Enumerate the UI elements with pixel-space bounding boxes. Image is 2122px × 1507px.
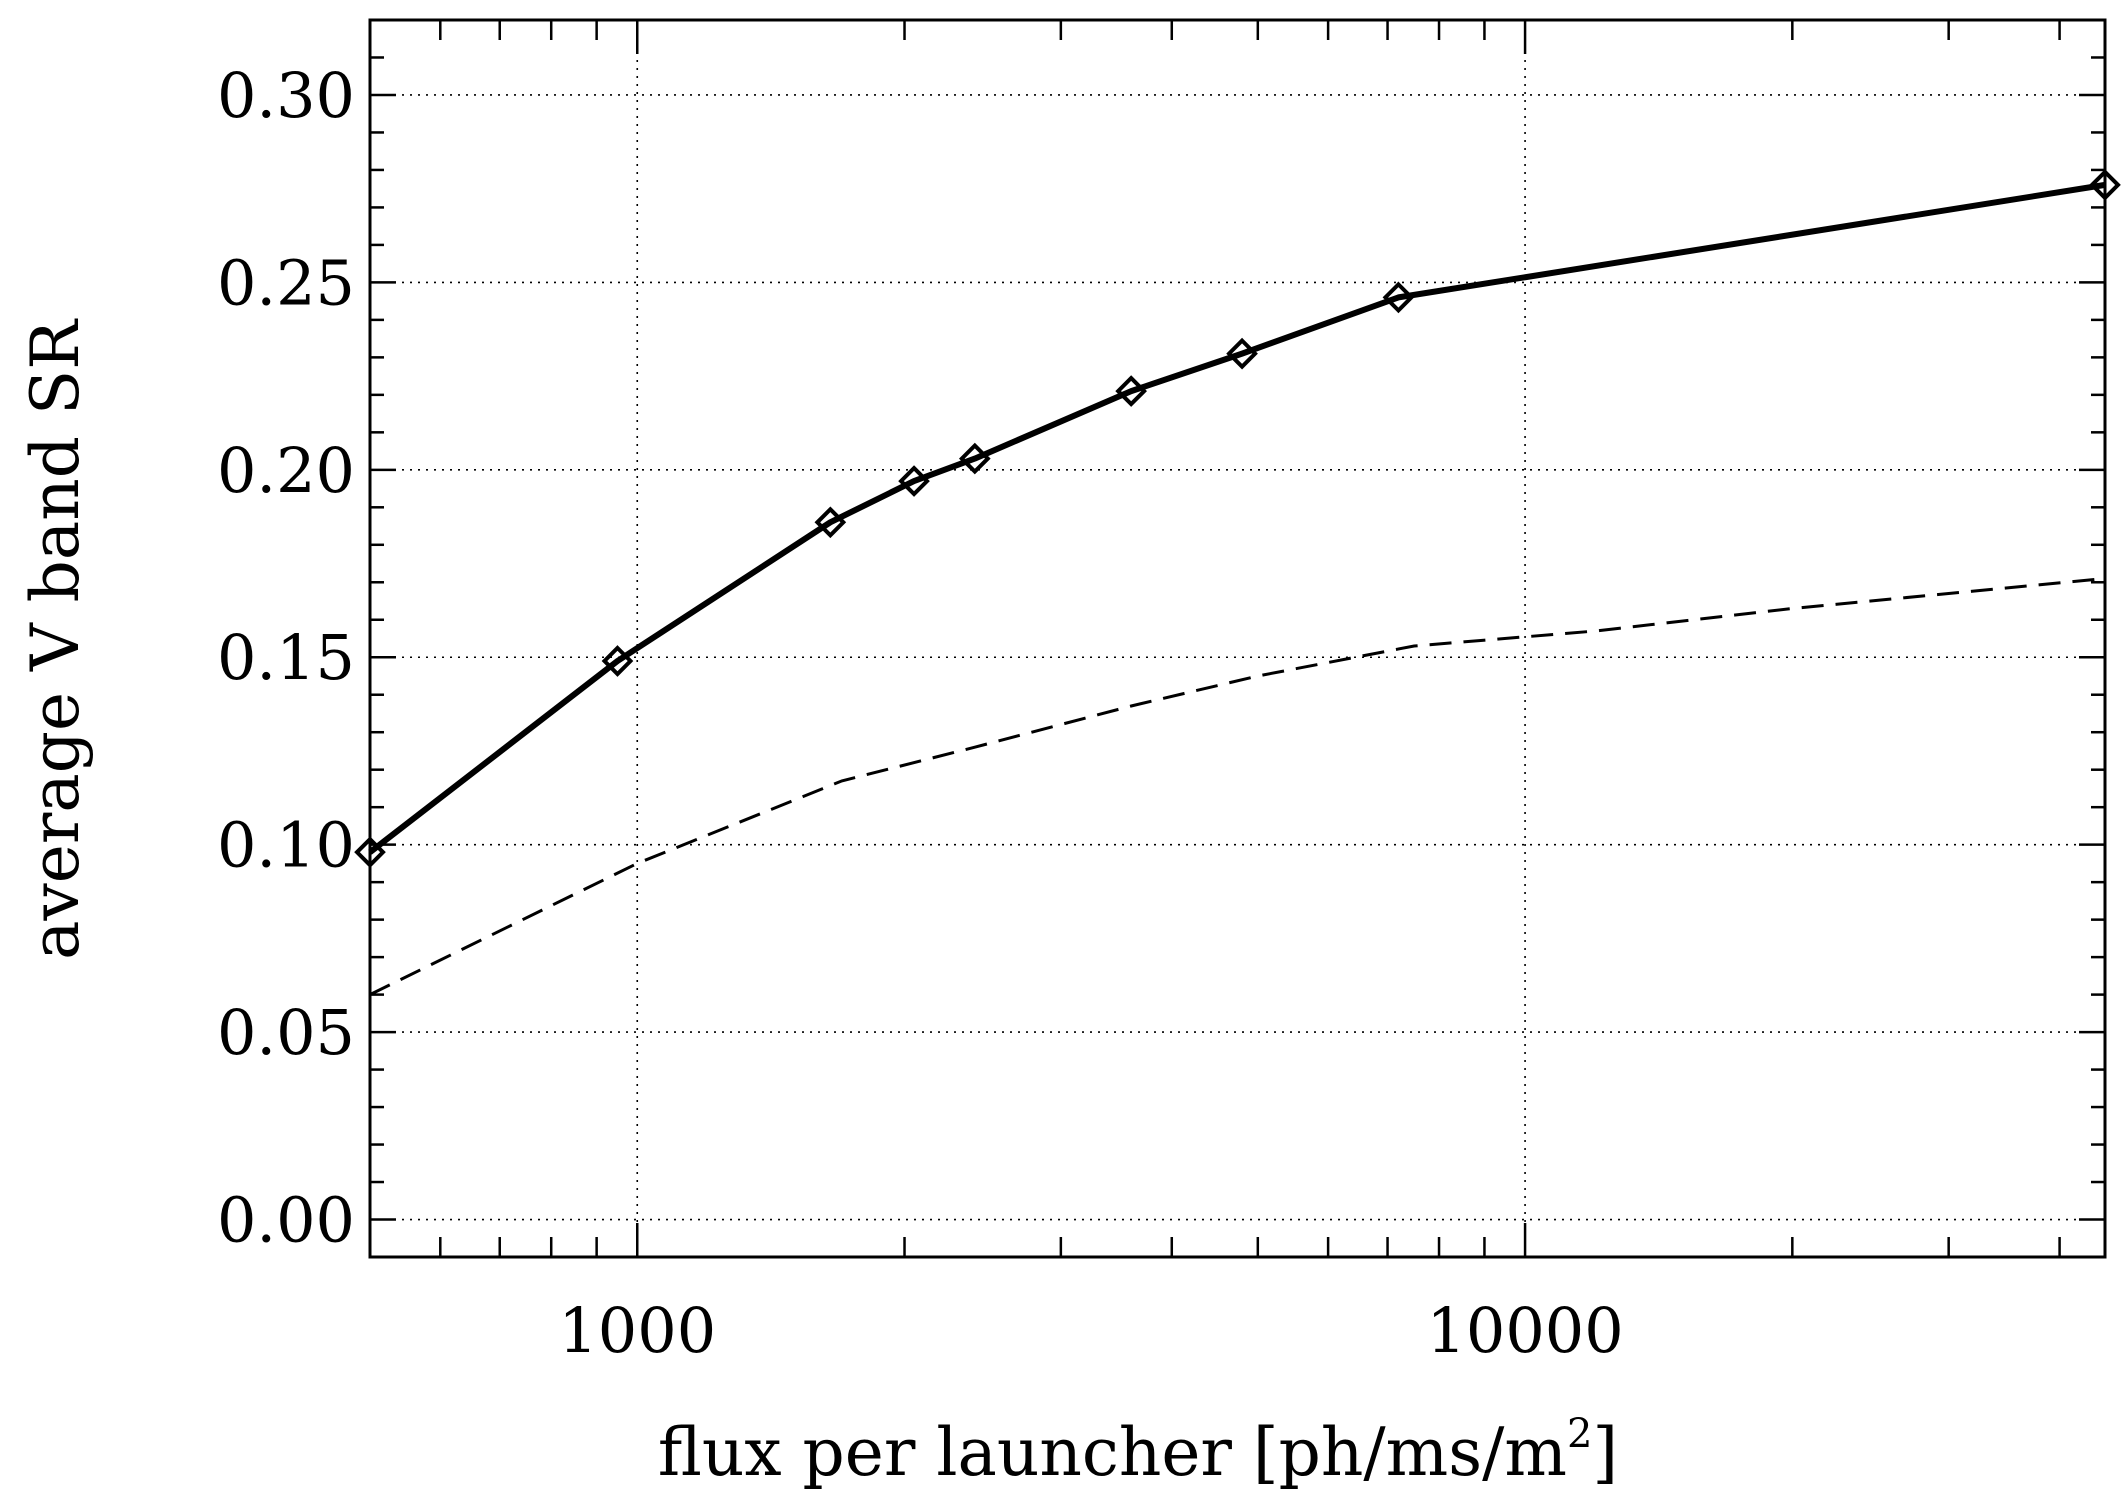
y-tick-label-1: 0.05 xyxy=(217,996,355,1069)
x-tick-label-1: 10000 xyxy=(1426,1294,1623,1367)
series-0-point-0 xyxy=(354,836,386,868)
y-tick-label-5: 0.25 xyxy=(217,246,355,319)
y-tick-label-6: 0.30 xyxy=(217,59,355,132)
series-0-point-3 xyxy=(898,465,930,497)
y-axis-title: average V band SR xyxy=(17,318,94,960)
x-axis-title-superscript: 2 xyxy=(1567,1411,1592,1457)
series-0-point-1 xyxy=(601,645,634,677)
y-tick-label-3: 0.15 xyxy=(217,621,355,694)
x-tick-label-0: 1000 xyxy=(558,1294,716,1367)
series-0-point-4 xyxy=(958,442,991,475)
x-axis-title-main: flux per launcher [ph/ms/m xyxy=(658,1414,1567,1491)
series-line-0 xyxy=(368,181,2106,855)
grid-lines xyxy=(370,20,2105,1257)
series-layer xyxy=(354,169,2121,996)
series-line-1 xyxy=(369,577,2106,996)
axis-ticks xyxy=(368,18,2105,1259)
y-tick-label-0: 0.00 xyxy=(217,1184,355,1257)
series-0-point-8 xyxy=(2089,169,2121,201)
x-axis-title-end: ] xyxy=(1592,1414,1618,1491)
plot-frame xyxy=(368,18,2107,1259)
y-tick-label-4: 0.20 xyxy=(217,434,355,507)
y-tick-label-2: 0.10 xyxy=(217,809,355,882)
series-0-point-6 xyxy=(1226,337,1258,370)
x-axis-title: flux per launcher [ph/ms/m2] xyxy=(658,1411,1618,1491)
tick-labels: 0.00 0.05 0.10 0.15 0.20 0.25 0.30 1000 10000 xyxy=(217,59,1624,1367)
series-0-point-5 xyxy=(1115,375,1147,407)
series-0-point-2 xyxy=(814,506,847,539)
series-0-point-7 xyxy=(1382,281,1415,314)
